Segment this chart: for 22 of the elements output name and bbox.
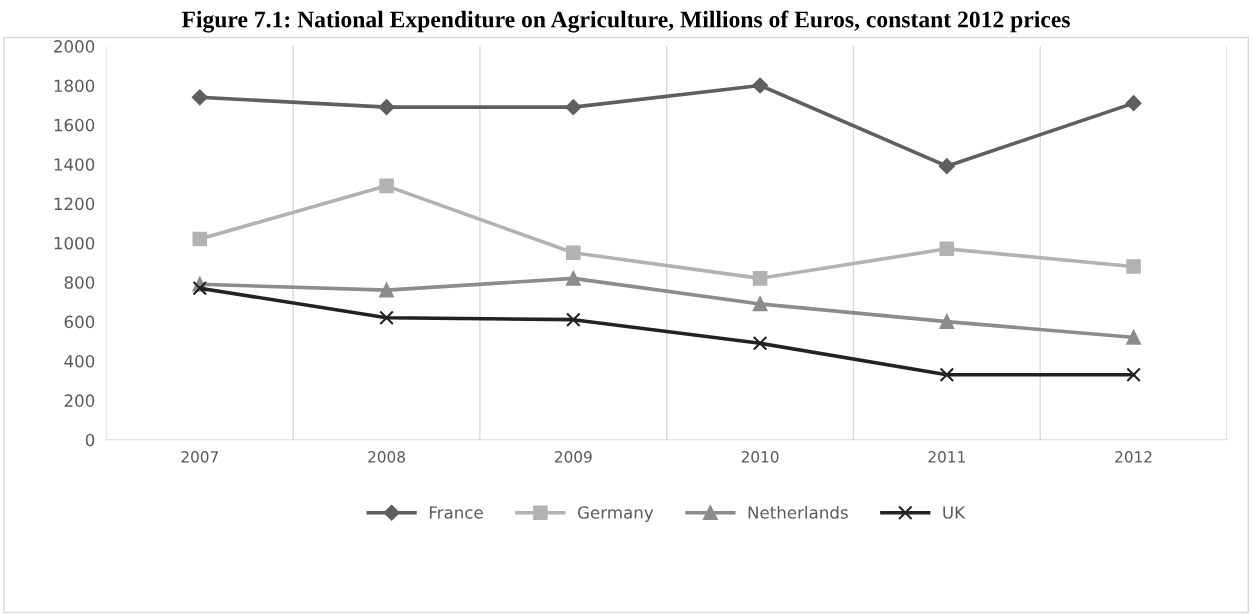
legend-label: UK [943,506,966,519]
y-tick-label: 600 [64,315,95,329]
y-tick-label: 0 [85,433,95,447]
y-tick-label: 1200 [54,197,95,211]
y-tick-label: 1000 [54,236,95,250]
y-tick-label: 1800 [54,79,95,93]
y-tick-label: 200 [64,394,95,407]
x-tick-label: 2010 [741,451,779,463]
y-tick-label: 400 [64,354,95,368]
y-tick-label: 2000 [54,40,95,53]
x-tick-label: 2009 [554,451,592,463]
x-tick-label: 2012 [1115,451,1152,463]
x-tick-label: 2011 [928,451,965,463]
y-tick-label: 1600 [54,118,95,132]
y-tick-label: 1400 [54,158,95,171]
legend-label: Netherlands [748,505,848,519]
x-tick-label: 2007 [181,451,218,463]
x-tick-label: 2008 [368,451,405,463]
y-tick-label: 800 [64,276,95,289]
legend-label: Germany [578,506,654,523]
chart-title: Figure 7.1: National Expenditure on Agriculture, Millions of Euros, constant 2012 prices [181,10,1070,33]
legend-label: France [429,506,483,519]
